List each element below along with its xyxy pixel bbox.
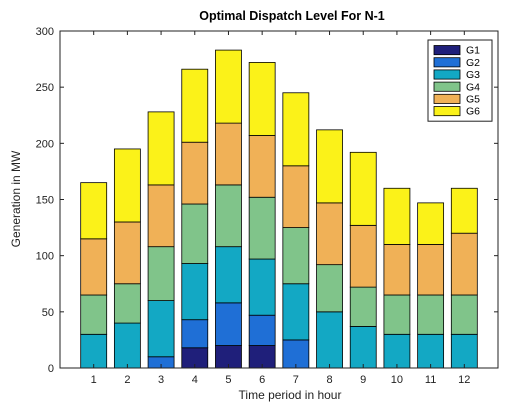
bar-segment-g6-hour-1 xyxy=(80,182,108,240)
bar-segment-g5-hour-6 xyxy=(248,135,276,198)
bar-segment-g2-hour-4 xyxy=(181,319,209,349)
x-tick-label: 1 xyxy=(91,374,97,386)
legend-label-g2: G2 xyxy=(466,57,480,69)
bar-segment-g3-hour-7 xyxy=(282,283,310,341)
legend-label-g5: G5 xyxy=(466,94,480,106)
bar-segment-g3-hour-12 xyxy=(450,333,478,369)
x-tick-label: 3 xyxy=(158,374,164,386)
y-tick-label: 100 xyxy=(36,251,54,263)
x-tick-label: 8 xyxy=(326,374,332,386)
y-axis-label: Generation in MW xyxy=(9,150,23,247)
bar-segment-g4-hour-9 xyxy=(349,286,377,327)
bar-segment-g5-hour-10 xyxy=(383,244,411,296)
chart-title: Optimal Dispatch Level For N-1 xyxy=(199,9,385,23)
x-tick-label: 10 xyxy=(391,374,403,386)
bar-segment-g6-hour-5 xyxy=(215,49,242,124)
bar-segment-g2-hour-7 xyxy=(282,339,310,369)
bar-segment-g6-hour-6 xyxy=(248,62,276,136)
bar-segment-g5-hour-11 xyxy=(417,244,445,296)
bar-segment-g6-hour-10 xyxy=(383,187,411,245)
x-axis-label: Time period in hour xyxy=(239,388,342,402)
legend-swatch-g6 xyxy=(433,106,461,117)
bar-segment-g3-hour-11 xyxy=(417,333,445,369)
legend-swatch-g4 xyxy=(433,81,461,92)
bar-segment-g2-hour-6 xyxy=(248,314,276,346)
bar-segment-g5-hour-3 xyxy=(147,184,175,248)
legend-swatch-g1 xyxy=(433,45,461,56)
bar-segment-g4-hour-5 xyxy=(215,184,242,248)
bar-segment-g6-hour-11 xyxy=(417,202,445,245)
bar-segment-g3-hour-8 xyxy=(316,311,343,369)
bar-segment-g3-hour-2 xyxy=(113,322,141,369)
x-tick-label: 12 xyxy=(458,374,470,386)
bar-segment-g5-hour-5 xyxy=(215,122,242,186)
bar-segment-g4-hour-4 xyxy=(181,203,209,264)
legend-swatch-g5 xyxy=(433,93,461,104)
bar-segment-g3-hour-3 xyxy=(147,300,175,358)
bar-segment-g6-hour-2 xyxy=(113,148,141,223)
bar-segment-g4-hour-2 xyxy=(113,283,141,324)
bar-segment-g3-hour-10 xyxy=(383,333,411,369)
x-tick-label: 5 xyxy=(225,374,231,386)
x-tick-label: 7 xyxy=(293,374,299,386)
bar-segment-g5-hour-1 xyxy=(80,238,108,296)
bar-segment-g3-hour-1 xyxy=(80,333,108,369)
bar-segment-g4-hour-8 xyxy=(316,264,343,313)
bar-segment-g5-hour-8 xyxy=(316,202,343,266)
y-tick-label: 200 xyxy=(36,138,54,150)
bar-segment-g6-hour-8 xyxy=(316,129,343,204)
bar-segment-g3-hour-6 xyxy=(248,258,276,316)
y-tick-label: 50 xyxy=(42,307,54,319)
bar-segment-g5-hour-12 xyxy=(450,232,478,296)
legend-label-g1: G1 xyxy=(466,45,480,57)
bar-segment-g4-hour-7 xyxy=(282,227,310,285)
bar-segment-g4-hour-10 xyxy=(383,294,411,335)
bar-segment-g6-hour-4 xyxy=(181,68,209,143)
y-tick-label: 300 xyxy=(36,26,54,38)
bar-segment-g6-hour-12 xyxy=(450,187,478,234)
x-tick-label: 9 xyxy=(360,374,366,386)
bar-segment-g3-hour-5 xyxy=(215,246,242,304)
bar-segment-g5-hour-4 xyxy=(181,141,209,205)
y-tick-label: 0 xyxy=(48,363,54,375)
bar-segment-g4-hour-1 xyxy=(80,294,108,335)
y-tick-label: 150 xyxy=(36,195,54,207)
bar-segment-g4-hour-11 xyxy=(417,294,445,335)
legend-label-g3: G3 xyxy=(466,69,480,81)
legend-label-g4: G4 xyxy=(466,81,480,93)
bar-segment-g4-hour-3 xyxy=(147,246,175,301)
legend-swatch-g3 xyxy=(433,69,461,80)
x-tick-label: 11 xyxy=(425,374,436,386)
bar-segment-g5-hour-7 xyxy=(282,165,310,228)
legend-label-g6: G6 xyxy=(466,106,480,118)
bar-segment-g2-hour-5 xyxy=(215,302,242,346)
bar-segment-g6-hour-7 xyxy=(282,92,310,167)
bar-segment-g6-hour-9 xyxy=(349,151,377,226)
x-tick-label: 6 xyxy=(259,374,265,386)
bar-segment-g6-hour-3 xyxy=(147,111,175,186)
bar-segment-g5-hour-9 xyxy=(349,224,377,288)
bar-segment-g3-hour-9 xyxy=(349,326,377,369)
x-tick-label: 4 xyxy=(192,374,198,386)
bar-segment-g4-hour-6 xyxy=(248,196,276,260)
legend-swatch-g2 xyxy=(433,57,461,68)
bar-segment-g3-hour-4 xyxy=(181,263,209,321)
x-tick-label: 2 xyxy=(124,374,130,386)
bar-segment-g4-hour-12 xyxy=(450,294,478,335)
bar-segment-g5-hour-2 xyxy=(113,221,141,285)
y-tick-label: 250 xyxy=(36,82,54,94)
